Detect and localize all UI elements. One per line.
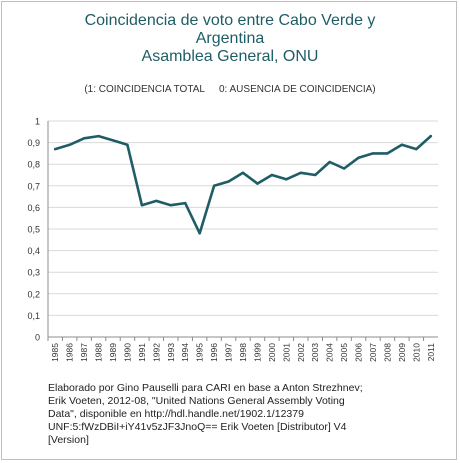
- y-tick-label: 0,8: [27, 160, 40, 170]
- y-tick-label: 0,4: [27, 246, 40, 256]
- y-tick-label: 1: [35, 117, 40, 127]
- x-tick-label: 1987: [79, 343, 89, 362]
- data-point: [285, 178, 288, 181]
- x-tick-label: 2009: [397, 343, 407, 362]
- x-tick-label: 1990: [122, 343, 132, 362]
- data-point: [68, 143, 71, 146]
- data-point: [97, 134, 100, 138]
- data-point: [111, 139, 115, 142]
- data-point: [54, 147, 57, 151]
- x-tick-label: 1995: [195, 343, 205, 362]
- data-point: [270, 173, 274, 177]
- x-tick-label: 1985: [50, 343, 60, 362]
- x-tick-label: 1993: [166, 343, 176, 362]
- line-chart: 0 0,1 0,2 0,3 0,4 0,5 0,6 0,7 0,8 0,9 1 1985 1986 198…: [27, 117, 438, 362]
- data-point: [155, 199, 158, 203]
- y-tick-label: 0,2: [27, 289, 40, 299]
- x-tick-label: 2002: [296, 343, 306, 362]
- x-tick-label: 1991: [137, 343, 147, 362]
- x-tick-label: 1996: [209, 343, 219, 362]
- x-tick-label: 1992: [151, 343, 161, 362]
- x-tick-label: 2010: [411, 343, 421, 362]
- x-tick-label: 1994: [180, 343, 190, 362]
- x-tick-label: 2006: [354, 343, 364, 362]
- x-tick-label: 1997: [224, 343, 234, 362]
- y-tick-label: 0,3: [27, 268, 40, 278]
- data-point: [140, 204, 144, 207]
- x-tick-label: 2003: [310, 343, 320, 362]
- x-tick-label: 1988: [94, 343, 104, 362]
- data-point: [299, 171, 302, 175]
- data-point: [82, 137, 86, 140]
- data-point: [241, 171, 245, 175]
- title-line-3: Asamblea General, ONU: [141, 48, 319, 65]
- subtitle-right: 0: AUSENCIA DE COINCIDENCIA): [218, 84, 376, 95]
- y-tick-label: 0: [35, 333, 40, 343]
- series-line: [53, 134, 433, 235]
- x-tick-label: 2011: [426, 343, 436, 362]
- source-line-3: Data", disponible en http://hdl.handle.n…: [48, 408, 304, 420]
- x-tick-label: 1999: [252, 343, 262, 362]
- chart-subtitle: (1: COINCIDENCIA TOTAL 0: AUSENCIA DE COI…: [0, 84, 460, 95]
- data-point: [227, 180, 230, 183]
- source-line-1: Elaborado por Gino Pauselli para CARI en…: [48, 382, 363, 394]
- y-tick-label: 0,6: [27, 203, 40, 213]
- y-tick-label: 0,1: [27, 311, 40, 321]
- x-tick-label: 2001: [281, 343, 291, 362]
- title-line-2: Argentina: [195, 30, 265, 47]
- data-point: [126, 143, 129, 146]
- data-point: [328, 160, 331, 164]
- data-point: [357, 156, 360, 159]
- data-point: [198, 232, 201, 235]
- data-point: [184, 201, 187, 205]
- x-tick-label: 1989: [108, 343, 118, 362]
- data-point: [386, 152, 389, 155]
- data-point: [371, 152, 375, 155]
- y-tick-label: 0,9: [27, 138, 40, 148]
- subtitle-left: (1: COINCIDENCIA TOTAL: [84, 84, 205, 95]
- x-tick-label: 2007: [368, 343, 378, 362]
- source-note: Elaborado por Gino Pauselli para CARI en…: [48, 382, 448, 447]
- data-point: [212, 184, 216, 187]
- data-point: [256, 182, 259, 185]
- x-tick-label: 2004: [325, 343, 335, 362]
- data-point: [314, 173, 317, 177]
- title-line-1: Coincidencia de voto entre Cabo Verde y: [84, 12, 376, 29]
- x-tick-label: 2005: [339, 343, 349, 362]
- data-point: [429, 134, 432, 138]
- chart-title: Coincidencia de voto entre Cabo Verde y …: [0, 12, 460, 66]
- x-tick-label: 2008: [382, 343, 392, 362]
- data-point: [400, 143, 404, 146]
- data-point: [169, 204, 172, 207]
- x-tick-label: 1998: [238, 343, 248, 362]
- x-tick-label: 1986: [65, 343, 75, 362]
- y-tick-label: 0,7: [27, 181, 40, 191]
- source-line-4: UNF:5:fWzDBiI+iY41v5zJF3JnoQ== Erik Voet…: [48, 421, 347, 433]
- data-point: [415, 147, 418, 151]
- source-line-5: [Version]: [48, 434, 89, 446]
- source-line-2: Erik Voeten, 2012-08, "United Nations Ge…: [48, 395, 345, 407]
- y-tick-label: 0,5: [27, 225, 40, 235]
- x-tick-label: 2000: [267, 343, 277, 362]
- data-point: [342, 167, 346, 170]
